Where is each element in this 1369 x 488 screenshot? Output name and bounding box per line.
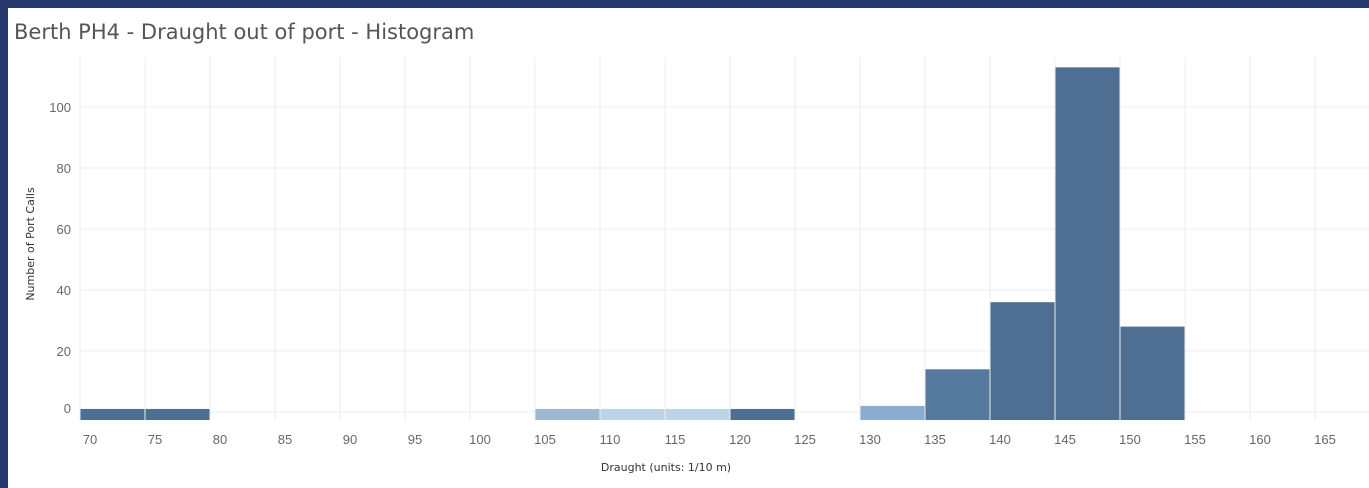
histogram-bar bbox=[990, 302, 1055, 420]
histogram-bars bbox=[80, 67, 1185, 420]
x-tick-label: 130 bbox=[859, 432, 881, 447]
x-tick-label: 135 bbox=[924, 432, 946, 447]
histogram-bar bbox=[1055, 67, 1120, 420]
x-tick-label: 145 bbox=[1054, 432, 1076, 447]
y-axis-ticks: 0 20 40 60 80 100 bbox=[49, 100, 71, 416]
x-tick-label: 80 bbox=[213, 432, 227, 447]
x-tick-label: 100 bbox=[469, 432, 491, 447]
x-tick-label: 150 bbox=[1119, 432, 1141, 447]
chart-panel: Berth PH4 - Draught out of port - Histog… bbox=[8, 8, 1369, 488]
x-tick-label: 105 bbox=[534, 432, 556, 447]
x-tick-label: 155 bbox=[1184, 432, 1206, 447]
x-tick-label: 115 bbox=[665, 432, 686, 447]
y-tick-label: 100 bbox=[49, 100, 71, 115]
chart-title: Berth PH4 - Draught out of port - Histog… bbox=[14, 20, 475, 44]
x-tick-label: 70 bbox=[83, 432, 97, 447]
x-tick-label: 95 bbox=[408, 432, 422, 447]
histogram-bar bbox=[535, 408, 600, 420]
histogram-bar bbox=[600, 408, 665, 420]
histogram-bar bbox=[860, 405, 925, 420]
x-tick-label: 75 bbox=[148, 432, 162, 447]
y-tick-label: 0 bbox=[64, 401, 71, 416]
y-tick-label: 20 bbox=[57, 344, 71, 359]
histogram-chart: 70 75 80 85 90 95 100 105 110 115 120 125 130 135 140 1… bbox=[24, 57, 1369, 474]
x-axis-ticks: 70 75 80 85 90 95 100 105 110 115 120 125 130 135 140 1… bbox=[83, 432, 1336, 447]
histogram-bar bbox=[925, 369, 990, 420]
x-tick-label: 160 bbox=[1249, 432, 1271, 447]
y-tick-label: 40 bbox=[57, 283, 71, 298]
histogram-bar bbox=[665, 408, 730, 420]
x-tick-label: 140 bbox=[989, 432, 1011, 447]
y-tick-label: 60 bbox=[57, 222, 71, 237]
x-tick-label: 120 bbox=[729, 432, 751, 447]
x-tick-label: 85 bbox=[278, 432, 292, 447]
x-tick-label: 90 bbox=[343, 432, 357, 447]
y-axis-label: Number of Port Calls bbox=[24, 187, 37, 301]
histogram-bar bbox=[145, 408, 210, 420]
y-tick-label: 80 bbox=[57, 161, 71, 176]
x-tick-label: 110 bbox=[600, 432, 621, 447]
x-tick-label: 125 bbox=[794, 432, 816, 447]
x-axis-label: Draught (units: 1/10 m) bbox=[601, 461, 731, 474]
x-tick-label: 165 bbox=[1314, 432, 1336, 447]
histogram-bar bbox=[1120, 326, 1185, 420]
grid-lines bbox=[79, 57, 1369, 421]
histogram-bar bbox=[730, 408, 795, 420]
histogram-bar bbox=[80, 408, 145, 420]
